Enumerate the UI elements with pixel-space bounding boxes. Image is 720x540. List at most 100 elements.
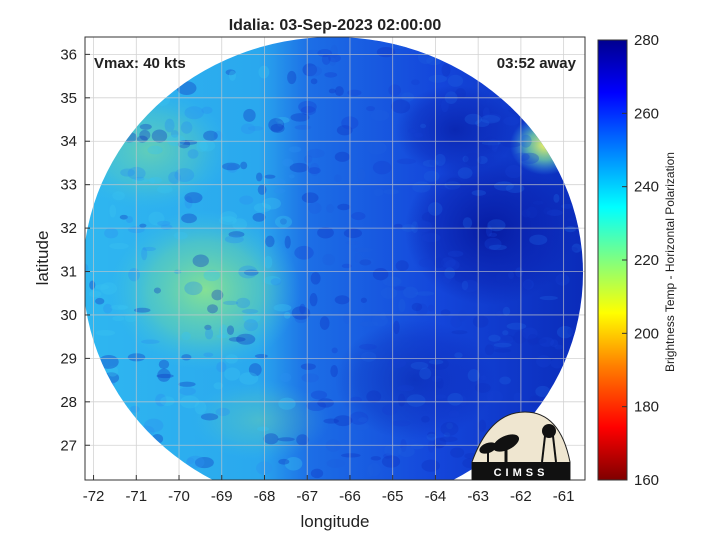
swath-speckle [564, 226, 577, 233]
swath-speckle [268, 178, 286, 186]
swath-speckle [112, 191, 125, 201]
x-axis-ticks: -72 -71 -70 -69 -68 -67 -66 -65 -64 -63 -62 -61 [83, 475, 574, 505]
swath-speckle [204, 324, 212, 330]
swath-speckle [441, 63, 451, 77]
swath-speckle [268, 118, 285, 132]
swath-speckle [243, 319, 259, 332]
swath-speckle [263, 275, 281, 285]
swath-speckle [213, 382, 224, 390]
swath-speckle [257, 184, 267, 195]
swath-speckle [301, 192, 319, 204]
swath-speckle [411, 79, 420, 86]
swath-speckle [444, 181, 461, 190]
swath-speckle [379, 311, 387, 321]
swath-speckle [478, 419, 487, 432]
swath-speckle [461, 280, 469, 291]
brightness-temp-swath [85, 37, 583, 480]
swath-speckle [290, 113, 310, 122]
colorbar-tick-label: 280 [634, 32, 659, 49]
swath-speckle [351, 422, 370, 431]
swath-speckle [502, 141, 521, 148]
swath-speckle [173, 231, 188, 240]
swath-speckle [275, 116, 290, 124]
swath-speckle [117, 305, 128, 310]
swath-speckle [566, 217, 580, 222]
swath-speckle [554, 344, 563, 350]
swath-speckle [280, 372, 292, 383]
swath-speckle [156, 185, 173, 194]
swath-speckle [326, 204, 335, 213]
swath-speckle [495, 310, 504, 318]
swath-speckle [464, 152, 482, 167]
swath-speckle [304, 65, 323, 77]
swath-speckle [421, 233, 441, 243]
swath-speckle [265, 235, 275, 248]
swath-speckle [277, 120, 284, 127]
swath-speckle [383, 188, 399, 195]
swath-speckle [228, 70, 237, 81]
swath-speckle [529, 234, 548, 245]
swath-speckle [439, 185, 458, 190]
swath-speckle [415, 291, 435, 296]
swath-speckle [177, 140, 191, 149]
swath-speckle [513, 392, 523, 403]
swath-speckle [406, 394, 426, 407]
grid-lines [85, 37, 585, 480]
swath-speckle [550, 339, 559, 348]
swath-speckle [192, 254, 209, 268]
swath-speckle [393, 223, 403, 229]
swath-speckle [95, 284, 110, 290]
swath-speckle [322, 253, 335, 266]
swath-speckle [483, 136, 498, 150]
y-tick-label: 27 [60, 437, 77, 454]
swath-speckle [407, 128, 416, 134]
swath-speckle [415, 303, 428, 317]
swath-speckle [482, 107, 490, 119]
swath-speckle [488, 334, 501, 342]
x-tick-label: -69 [211, 488, 233, 505]
swath-speckle [494, 348, 512, 353]
swath-speckle [370, 456, 381, 461]
swath-speckle [263, 433, 279, 445]
swath-speckle [224, 367, 241, 381]
swath-speckle [317, 398, 334, 408]
swath-speckle [164, 118, 175, 133]
swath-speckle [513, 331, 527, 344]
swath-speckle [103, 303, 113, 314]
swath-speckle [319, 316, 330, 330]
swath-speckle [149, 177, 163, 184]
swath-speckle [359, 321, 379, 327]
swath-speckle [337, 203, 351, 211]
swath-speckle [107, 365, 119, 377]
swath-speckle [440, 257, 456, 269]
swath-speckle [521, 209, 531, 218]
swath-speckle [187, 149, 199, 159]
colorbar-tick-label: 160 [634, 472, 659, 489]
swath-speckle [553, 193, 560, 203]
x-tick-label: -72 [83, 488, 105, 505]
x-tick-label: -70 [168, 488, 190, 505]
swath-speckle [323, 418, 339, 424]
swath-speckle [523, 280, 532, 289]
swath-speckle [142, 246, 156, 252]
swath-speckle [354, 253, 362, 263]
swath-speckle [211, 289, 224, 301]
swath-speckle [373, 188, 384, 197]
swath-speckle [321, 53, 331, 65]
swath-speckle [226, 325, 235, 336]
swath-speckle [288, 174, 295, 179]
swath-speckle [309, 162, 320, 176]
swath-speckle [467, 369, 480, 382]
swath-speckle [112, 315, 125, 322]
swath-speckle [423, 170, 440, 182]
swath-speckle [109, 204, 117, 218]
swath-speckle [411, 221, 419, 233]
swath-speckle [257, 426, 269, 432]
swath-speckle [462, 217, 473, 229]
swath-speckle [535, 385, 551, 398]
swath-speckle [371, 314, 389, 327]
swath-speckle [239, 372, 259, 385]
swath-speckle [274, 215, 293, 228]
swath-speckle [143, 418, 164, 433]
swath-speckle [248, 363, 262, 377]
